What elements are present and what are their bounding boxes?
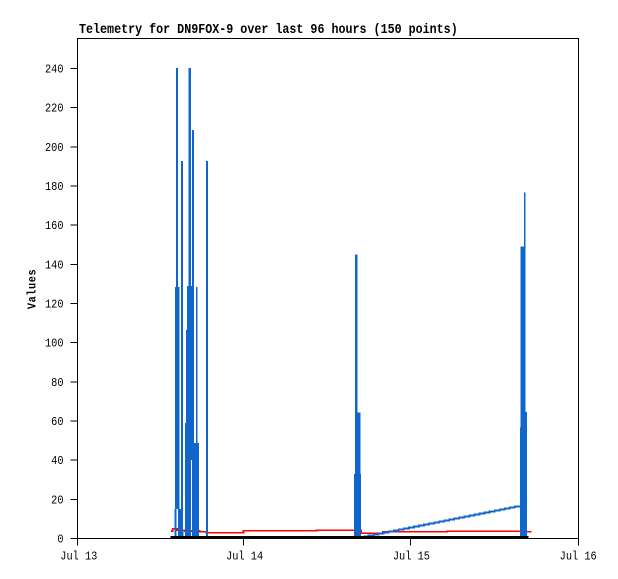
svg-text:220: 220 [45,103,64,116]
svg-text:Jul 14: Jul 14 [226,551,263,564]
svg-text:180: 180 [45,181,64,194]
svg-text:200: 200 [45,142,64,155]
svg-text:80: 80 [51,377,64,390]
svg-text:Values: Values [27,269,40,309]
svg-text:Jul 13: Jul 13 [60,551,97,564]
svg-text:Jul 16: Jul 16 [560,551,597,564]
svg-text:240: 240 [45,64,64,77]
svg-text:40: 40 [51,456,64,469]
svg-text:140: 140 [45,260,64,273]
svg-text:20: 20 [51,495,64,508]
svg-text:Jul 15: Jul 15 [393,551,430,564]
svg-text:60: 60 [51,416,64,429]
svg-text:120: 120 [45,299,64,312]
svg-text:100: 100 [45,338,64,351]
svg-text:160: 160 [45,221,64,234]
svg-text:Telemetry for DN9FOX-9 over la: Telemetry for DN9FOX-9 over last 96 hour… [79,21,458,37]
svg-text:0: 0 [57,534,63,547]
